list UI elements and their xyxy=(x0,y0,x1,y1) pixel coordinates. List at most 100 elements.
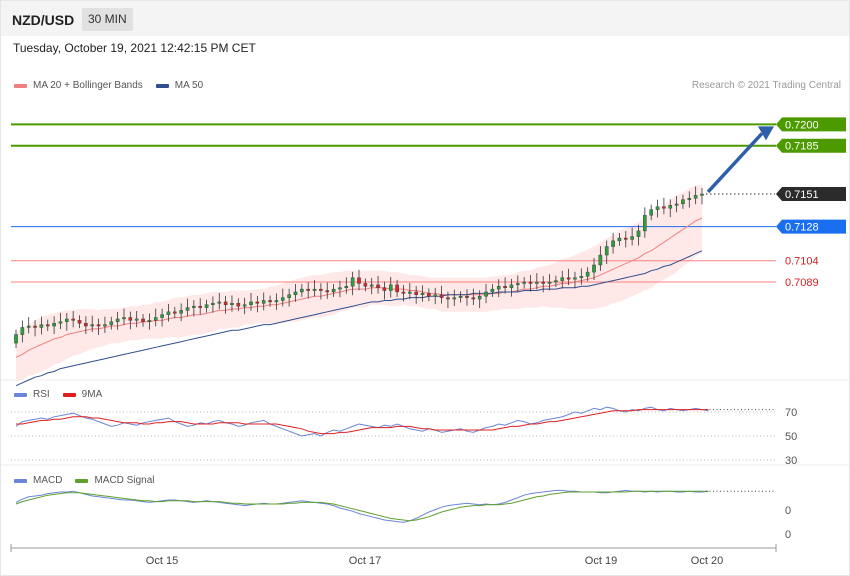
macd-line xyxy=(15,489,709,523)
candle xyxy=(179,303,183,322)
candle-body xyxy=(249,301,253,305)
candle-body xyxy=(369,284,374,287)
candle-body xyxy=(630,236,634,240)
timeframe-button[interactable]: 30 MIN xyxy=(82,8,133,31)
candle-body xyxy=(147,320,152,322)
candle-body xyxy=(566,277,571,280)
candle xyxy=(33,320,37,337)
candle-body xyxy=(33,325,37,328)
candle xyxy=(293,284,298,302)
symbol-title: NZD/USD xyxy=(12,12,75,28)
candle-body xyxy=(655,206,660,210)
candle-body xyxy=(522,281,526,284)
candle-body xyxy=(547,281,552,284)
candle xyxy=(452,289,457,307)
candle xyxy=(223,295,228,314)
candle xyxy=(274,293,279,310)
candle-body xyxy=(268,300,272,303)
candle xyxy=(630,227,634,246)
candle-body xyxy=(71,318,75,321)
candle-body xyxy=(39,324,44,328)
candle-body xyxy=(141,318,145,322)
candle-body xyxy=(293,291,298,295)
legend-label: MACD Signal xyxy=(94,475,155,486)
legend-label: RSI xyxy=(33,389,50,400)
candle-body xyxy=(192,305,196,308)
candle xyxy=(579,268,584,285)
candle-body xyxy=(128,317,133,321)
x-tick-label: Oct 15 xyxy=(146,555,178,567)
candle xyxy=(382,281,387,300)
candle xyxy=(484,284,488,304)
candle xyxy=(681,194,685,209)
candle-body xyxy=(261,300,266,304)
candle xyxy=(560,270,565,289)
candle xyxy=(147,313,152,330)
candle xyxy=(427,288,431,302)
candle xyxy=(636,224,641,246)
candle xyxy=(395,279,399,297)
candle-body xyxy=(592,264,596,273)
legend-swatch xyxy=(62,392,76,397)
level-label-0.7200: 0.7200 xyxy=(785,119,819,131)
legend-swatch xyxy=(14,392,27,397)
candle xyxy=(554,275,558,287)
candle xyxy=(420,285,425,302)
candle-body xyxy=(477,296,482,300)
candle-body xyxy=(509,284,514,288)
candle xyxy=(84,316,88,334)
candle xyxy=(655,199,660,218)
candle-body xyxy=(198,305,203,308)
candle-body xyxy=(414,291,418,295)
legend-label: MACD xyxy=(33,475,63,486)
rsi-legend: RSI 9MA xyxy=(14,389,115,400)
macd-tick-label: 0 xyxy=(785,505,791,517)
level-label-0.7089: 0.7089 xyxy=(785,277,819,289)
candle xyxy=(204,299,209,313)
candle-body xyxy=(166,311,171,315)
rsi-tick-label: 70 xyxy=(785,407,797,419)
candle xyxy=(287,288,291,307)
candle-body xyxy=(382,287,387,291)
candle xyxy=(503,277,507,294)
candle xyxy=(325,282,330,299)
candle-body xyxy=(242,304,247,307)
price-legend: MA 20 + Bollinger Bands MA 50 xyxy=(14,80,216,91)
candle xyxy=(211,296,215,313)
chart-header: NZD/USD 30 MIN xyxy=(1,1,849,36)
timestamp: Tuesday, October 19, 2021 12:42:15 PM CE… xyxy=(13,41,256,55)
candle xyxy=(230,295,234,312)
candle-body xyxy=(300,288,304,293)
candle xyxy=(255,295,260,313)
candle xyxy=(465,289,469,306)
candle xyxy=(515,275,520,292)
candle-body xyxy=(649,209,653,216)
candle-body xyxy=(388,284,393,291)
candle xyxy=(369,277,374,295)
candle xyxy=(458,291,463,303)
candle-body xyxy=(223,301,228,305)
candle-body xyxy=(153,317,158,321)
candle xyxy=(490,284,495,297)
candle-body xyxy=(179,310,183,314)
candle-body xyxy=(52,323,56,327)
candle-body xyxy=(103,324,107,327)
candle xyxy=(617,233,622,246)
candle xyxy=(338,280,342,298)
candle xyxy=(268,295,272,307)
candle-body xyxy=(446,297,450,300)
level-label-0.7104: 0.7104 xyxy=(785,256,819,268)
macd-legend: MACD MACD Signal xyxy=(14,475,167,486)
candle-body xyxy=(84,323,88,327)
rsi-tick-label: 50 xyxy=(785,431,797,443)
legend-macd: MACD xyxy=(14,475,62,486)
candle-body xyxy=(338,287,342,290)
candle xyxy=(674,195,679,213)
candle-body xyxy=(280,297,285,301)
level-lines: 0.7200 0.7185 0.7151 0.7128 0.7104 0.7089 xyxy=(11,117,846,289)
x-tick-label: Oct 17 xyxy=(349,555,381,567)
candle xyxy=(26,317,31,334)
legend-ma20: MA 20 + Bollinger Bands xyxy=(14,80,143,91)
candle xyxy=(96,318,101,335)
candle-body xyxy=(674,203,679,206)
